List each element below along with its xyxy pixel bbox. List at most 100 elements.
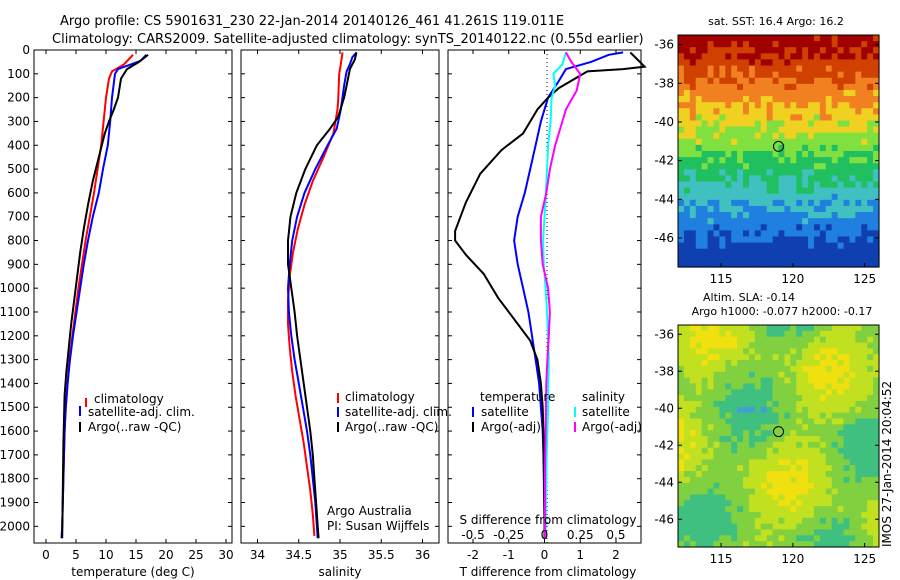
heatmap-cell [808, 47, 815, 54]
heatmap-cell [713, 354, 720, 361]
heatmap-cell [772, 506, 780, 513]
heatmap-cell [855, 377, 862, 385]
heatmap-cell [790, 236, 797, 244]
heatmap-cell [689, 102, 697, 109]
heatmap-cell [843, 412, 851, 420]
heatmap-cell [837, 506, 845, 513]
heatmap-cell [701, 193, 709, 201]
heatmap-cell [766, 476, 774, 484]
heatmap-cell [766, 336, 774, 344]
heatmap-cell [731, 163, 738, 170]
heatmap-cell [849, 138, 856, 146]
heatmap-cell [754, 254, 762, 262]
heatmap-cell [873, 517, 880, 525]
heatmap-cell [725, 248, 732, 256]
heatmap-cell [719, 348, 726, 355]
heatmap-cell [707, 354, 715, 361]
heatmap-cell [778, 441, 786, 449]
heatmap-cell [689, 488, 697, 496]
heatmap-cell [861, 77, 868, 85]
heatmap-cell [713, 325, 720, 332]
heatmap-cell [808, 132, 815, 140]
heatmap-cell [873, 199, 880, 207]
heatmap-cell [861, 181, 868, 189]
heatmap-cell [766, 354, 774, 361]
heatmap-cell [748, 400, 756, 408]
heatmap-cell [837, 336, 845, 344]
heatmap-cell [760, 482, 768, 490]
heatmap-cell [813, 138, 821, 146]
heatmap-cell [766, 517, 774, 525]
heatmap-cell [778, 342, 786, 349]
heatmap-cell [831, 529, 839, 536]
heatmap-cell [707, 212, 715, 219]
heatmap-cell [873, 471, 880, 478]
heatmap-cell [796, 224, 803, 231]
x-tick-label: 0 [541, 548, 549, 562]
heatmap-cell [743, 389, 750, 396]
heatmap-cell [855, 96, 862, 103]
heatmap-cell [731, 406, 738, 414]
heatmap-cell [678, 163, 685, 170]
heatmap-cell [861, 41, 868, 48]
heatmap-cell [701, 377, 709, 385]
heatmap-cell [737, 163, 744, 170]
heatmap-cell [683, 144, 691, 152]
heatmap-cell [825, 342, 833, 349]
heatmap-cell [678, 430, 685, 437]
heatmap-cell [707, 47, 715, 54]
heatmap-cell [802, 406, 809, 414]
x-tick-label: 5 [72, 548, 80, 562]
heatmap-cell [754, 83, 762, 91]
heatmap-cell [754, 494, 762, 501]
heatmap-cell [689, 348, 697, 355]
heatmap-cell [743, 336, 750, 344]
heatmap-cell [873, 395, 880, 402]
header-line2: Climatology: CARS2009. Satellite-adjuste… [52, 32, 644, 47]
heatmap-cell [837, 126, 845, 134]
heatmap-cell [831, 169, 839, 177]
heatmap-cell [867, 406, 874, 414]
heatmap-cell [689, 436, 697, 443]
heatmap-cell [813, 471, 821, 478]
heatmap-cell [849, 181, 856, 189]
heatmap-cell [808, 406, 815, 414]
heatmap-cell [831, 441, 839, 449]
heatmap-cell [813, 453, 821, 460]
heatmap-cell [748, 157, 756, 164]
heatmap-cell [855, 175, 862, 183]
heatmap-cell [790, 523, 797, 531]
heatmap-cell [748, 529, 756, 536]
heatmap-cell [849, 383, 856, 390]
heatmap-cell [743, 248, 750, 256]
heatmap-cell [849, 342, 856, 349]
heatmap-cell [813, 377, 821, 385]
heatmap-cell [725, 114, 732, 122]
heatmap-cell [737, 212, 744, 219]
heatmap-cell [737, 53, 744, 61]
heatmap-cell [772, 144, 780, 152]
heatmap-cell [837, 389, 845, 396]
heatmap-cell [766, 389, 774, 396]
heatmap-cell [825, 181, 833, 189]
heatmap-cell [790, 96, 797, 103]
heatmap-cell [855, 83, 862, 91]
heatmap-cell [719, 400, 726, 408]
heatmap-cell [678, 354, 685, 361]
heatmap-cell [825, 395, 833, 402]
heatmap-cell [743, 114, 750, 122]
y-tick-label: -38 [654, 76, 674, 90]
heatmap-cell [843, 169, 851, 177]
heatmap-cell [778, 120, 786, 128]
heatmap-cell [790, 120, 797, 128]
heatmap-cell [790, 169, 797, 177]
heatmap-cell [689, 406, 697, 414]
heatmap-cell [837, 476, 845, 484]
heatmap-cell [731, 517, 738, 525]
heatmap-cell [754, 371, 762, 379]
heatmap-cell [731, 529, 738, 536]
heatmap-cell [784, 212, 791, 219]
heatmap-cell [725, 126, 732, 134]
heatmap-cell [861, 108, 868, 115]
heatmap-cell [873, 187, 880, 195]
